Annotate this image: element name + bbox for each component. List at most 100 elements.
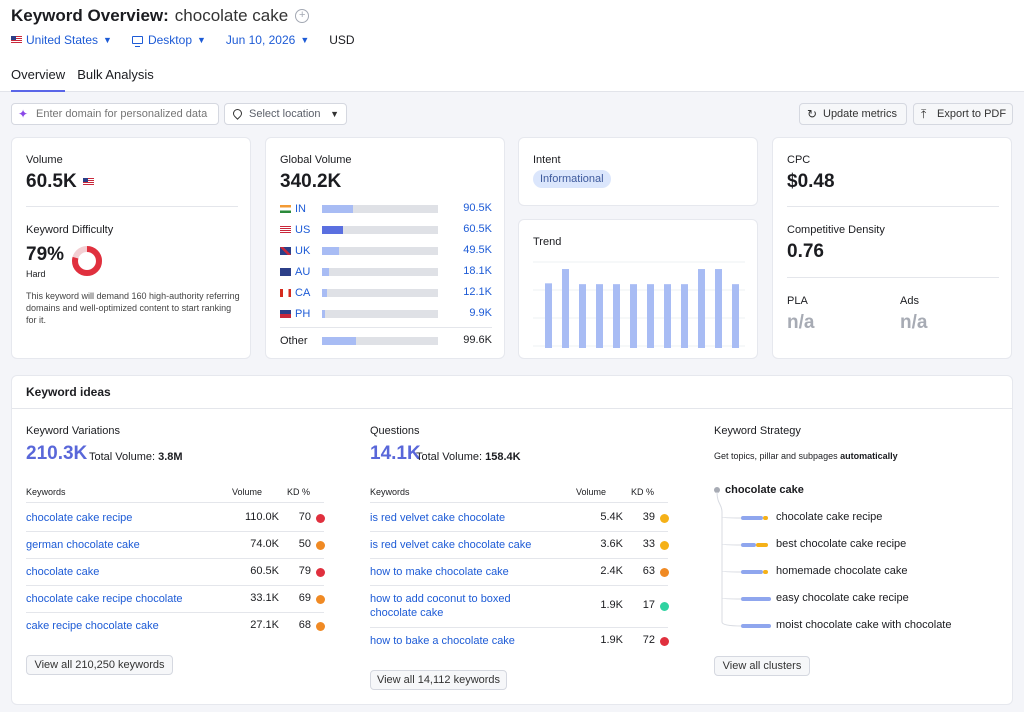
- other-bar: [322, 337, 438, 345]
- country-volume-value[interactable]: 12.1K: [463, 286, 492, 298]
- keyword-volume: 110.0K: [244, 511, 279, 523]
- row-divider: [26, 558, 324, 559]
- trend-label: Trend: [533, 236, 562, 248]
- variations-th-keywords: Keywords: [26, 487, 66, 497]
- keyword-link[interactable]: is red velvet cake chocolate: [370, 512, 506, 524]
- tab-overview[interactable]: Overview: [11, 67, 66, 92]
- intent-label: Intent: [533, 154, 561, 166]
- keyword-difficulty: 39: [642, 511, 655, 523]
- tab-bulk-analysis[interactable]: Bulk Analysis: [77, 67, 154, 82]
- desktop-icon: [131, 36, 143, 47]
- country-volume-bar: [322, 226, 438, 234]
- cluster-item[interactable]: best chocolate cake recipe: [776, 538, 907, 550]
- trend-bar: [664, 284, 671, 348]
- questions-total-value: 158.4K: [485, 451, 521, 463]
- country-volume-bar-fill: [322, 268, 329, 276]
- row-divider: [26, 585, 324, 586]
- keyword-link[interactable]: is red velvet cake chocolate cake: [370, 539, 532, 551]
- country-volume-value[interactable]: 90.5K: [463, 202, 492, 214]
- keyword-volume: 60.5K: [250, 565, 279, 577]
- cluster-volume-bar: [741, 543, 756, 547]
- country-volume-value[interactable]: 49.5K: [463, 244, 492, 256]
- strategy-root: chocolate cake: [725, 484, 804, 496]
- strategy-subtitle-text: Get topics, pillar and subpages: [714, 451, 841, 461]
- strategy-subtitle: Get topics, pillar and subpages automati…: [714, 451, 898, 461]
- ph-flag-icon: [280, 310, 291, 318]
- other-value: 99.6K: [463, 334, 492, 346]
- filters-row: United States ▼ Desktop ▼ Jun 10, 2026 ▼…: [11, 33, 355, 47]
- date-filter[interactable]: Jun 10, 2026 ▼: [226, 33, 309, 47]
- keyword-link[interactable]: german chocolate cake: [26, 539, 140, 551]
- chevron-down-icon: ▼: [300, 35, 310, 45]
- global-volume-row: CA 12.1K: [280, 286, 492, 300]
- cluster-item[interactable]: homemade chocolate cake: [776, 565, 908, 577]
- trend-card: Trend: [518, 219, 758, 359]
- keyword-difficulty: 50: [298, 538, 311, 550]
- difficulty-dot: [316, 622, 325, 631]
- refresh-icon: ↻: [807, 107, 818, 121]
- export-pdf-button[interactable]: ⤒ Export to PDF: [913, 103, 1013, 125]
- keyword-link[interactable]: how to bake a chocolate cake: [370, 635, 515, 647]
- view-all-questions-button[interactable]: View all 14,112 keywords: [370, 670, 507, 690]
- country-code[interactable]: IN: [295, 203, 306, 215]
- country-code[interactable]: UK: [295, 245, 311, 257]
- strategy-subtitle-bold: automatically: [840, 451, 898, 461]
- location-select[interactable]: Select location ▼: [224, 103, 347, 125]
- device-filter[interactable]: Desktop ▼: [131, 33, 206, 47]
- view-all-variations-button[interactable]: View all 210,250 keywords: [26, 655, 173, 675]
- keyword-title: chocolate cake: [174, 6, 289, 25]
- location-label: Select location: [249, 108, 321, 120]
- us-flag-icon: [280, 226, 291, 234]
- keyword-difficulty: 33: [642, 538, 655, 550]
- root-node-dot: [714, 487, 720, 493]
- keyword-link[interactable]: chocolate cake recipe chocolate: [26, 593, 183, 605]
- country-code[interactable]: US: [295, 224, 311, 236]
- keyword-volume: 74.0K: [250, 538, 279, 550]
- trend-bar: [732, 284, 739, 348]
- country-code[interactable]: CA: [295, 287, 311, 299]
- country-volume-value[interactable]: 18.1K: [463, 265, 492, 277]
- keyword-link[interactable]: cake recipe chocolate cake: [26, 620, 159, 632]
- currency-label: USD: [329, 33, 355, 47]
- chevron-down-icon: ▼: [197, 35, 206, 45]
- keyword-link[interactable]: how to add coconut to boxed chocolate ca…: [370, 593, 511, 619]
- cluster-item[interactable]: moist chocolate cake with chocolate: [776, 619, 952, 631]
- global-volume-card: Global Volume 340.2K IN 90.5K US 60.5K UK 49.…: [265, 137, 505, 359]
- row-divider: [26, 612, 324, 613]
- country-volume-bar: [322, 247, 438, 255]
- variations-total-value: 3.8M: [158, 451, 183, 463]
- country-volume-bar-fill: [322, 289, 327, 297]
- kd-donut-chart: [72, 246, 102, 276]
- trend-bar: [545, 283, 552, 348]
- keyword-link[interactable]: chocolate cake: [26, 566, 100, 578]
- country-filter[interactable]: United States ▼: [11, 33, 112, 47]
- location-pin-icon: [231, 107, 244, 120]
- country-volume-value[interactable]: 9.9K: [469, 307, 492, 319]
- keyword-ideas-title: Keyword ideas: [26, 385, 111, 399]
- add-to-list-icon[interactable]: +: [295, 9, 310, 23]
- keyword-link[interactable]: chocolate cake recipe: [26, 512, 133, 524]
- variations-total: Total Volume: 3.8M: [89, 451, 183, 463]
- cluster-volume-bar: [741, 597, 771, 601]
- cluster-item[interactable]: chocolate cake recipe: [776, 511, 883, 523]
- date-label: Jun 10, 2026: [225, 33, 296, 47]
- country-volume-value[interactable]: 60.5K: [463, 223, 492, 235]
- country-code[interactable]: PH: [295, 308, 311, 320]
- keyword-difficulty: 70: [298, 511, 311, 523]
- other-label: Other: [280, 335, 308, 347]
- keyword-link[interactable]: how to make chocolate cake: [370, 566, 509, 578]
- difficulty-dot: [660, 568, 669, 577]
- questions-th-keywords: Keywords: [370, 487, 410, 497]
- domain-input[interactable]: [11, 103, 219, 125]
- kd-label: Keyword Difficulty: [26, 224, 114, 236]
- country-volume-bar: [322, 289, 438, 297]
- global-volume-row: US 60.5K: [280, 223, 492, 237]
- export-pdf-label: Export to PDF: [937, 108, 1007, 120]
- divider: [787, 206, 999, 207]
- country-volume-bar-fill: [322, 310, 325, 318]
- ads-value: n/a: [900, 312, 928, 333]
- view-all-clusters-button[interactable]: View all clusters: [714, 656, 810, 676]
- cluster-item[interactable]: easy chocolate cake recipe: [776, 592, 909, 604]
- country-code[interactable]: AU: [295, 266, 311, 278]
- update-metrics-button[interactable]: ↻ Update metrics: [799, 103, 907, 125]
